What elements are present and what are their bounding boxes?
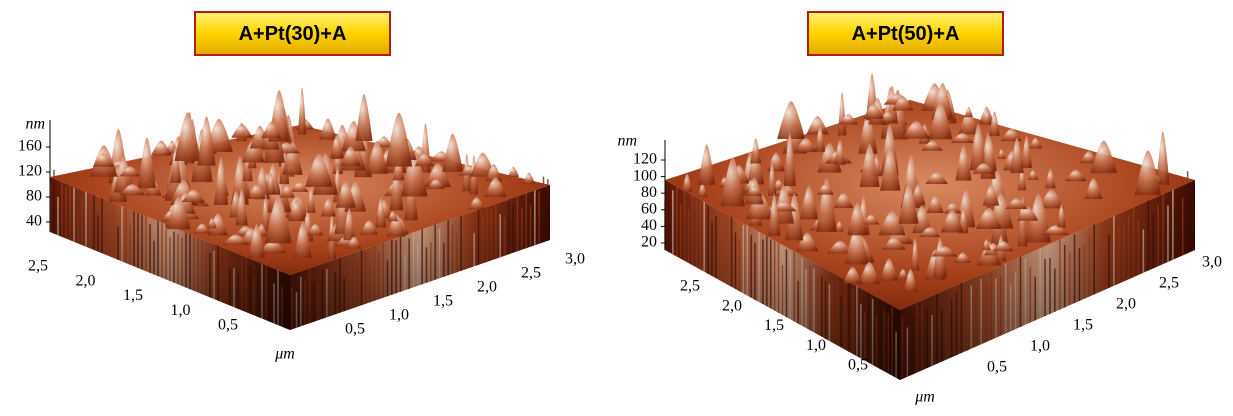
axis-tick-label: 0,5	[848, 357, 868, 374]
axis-tick-label: 3,0	[1202, 254, 1222, 271]
axis-tick-label: 0,5	[987, 359, 1007, 376]
surface-peak	[806, 116, 828, 134]
axis-tick-label: 1,0	[806, 337, 826, 354]
axis-tick-label: 1,5	[1073, 317, 1093, 334]
figure: A+Pt(30)+A nm 160 120 80 40 2,5 2,0 1,5 1,0 0,5 0,5…	[0, 0, 1233, 411]
axis-unit: μm	[274, 346, 295, 363]
z-tick-label: 120	[18, 163, 42, 180]
axis-tick-label: 2,0	[76, 272, 96, 289]
z-unit: nm	[617, 133, 637, 150]
z-tick-label: 60	[641, 200, 657, 217]
axis-tick-label: 2,5	[521, 265, 541, 282]
axis-tick-label: 0,5	[345, 321, 365, 338]
axis-tick-label: 2,0	[722, 297, 742, 314]
axis-tick-label: 1,5	[433, 293, 453, 310]
axis-tick-label: 1,5	[123, 287, 143, 304]
axis-tick-label: 1,5	[764, 317, 784, 334]
z-tick-label: 80	[26, 188, 42, 205]
panel-title: A+Pt(30)+A	[239, 23, 347, 45]
panel-title: A+Pt(50)+A	[852, 23, 960, 45]
surface-peak	[508, 167, 519, 177]
surface-peak	[356, 94, 373, 141]
z-unit: nm	[25, 116, 45, 133]
axis-tick-label: 1,0	[171, 302, 191, 319]
axis-tick-label: 2,5	[28, 258, 48, 275]
axis-tick-label: 2,5	[680, 278, 700, 295]
axis-tick-label: 2,5	[1159, 275, 1179, 292]
z-tick-label: 100	[633, 167, 657, 184]
axis-unit: μm	[914, 389, 935, 406]
panel: A+Pt(30)+A nm 160 120 80 40 2,5 2,0 1,5 1,0 0,5 0,5…	[18, 12, 585, 363]
axis-tick-label: 2,0	[1116, 296, 1136, 313]
z-tick-label: 20	[641, 234, 657, 251]
axis-tick-label: 1,0	[1030, 338, 1050, 355]
surface-peak	[523, 173, 535, 184]
surface-peak	[298, 88, 306, 135]
z-tick-label: 80	[641, 184, 657, 201]
z-tick-label: 40	[26, 213, 42, 230]
panel: A+Pt(50)+A nm12010080604020 2,5 2,0 1,5 1,0 0,…	[617, 12, 1222, 406]
z-tick-label: 120	[633, 151, 657, 168]
surface-peak	[965, 107, 973, 117]
surface-peak	[777, 101, 805, 139]
axis-tick-label: 2,0	[477, 279, 497, 296]
z-tick-label: 40	[641, 217, 657, 234]
axis-tick-label: 0,5	[218, 317, 238, 334]
axis-tick-label: 1,0	[389, 307, 409, 324]
axis-tick-label: 3,0	[565, 251, 585, 268]
z-tick-label: 160	[18, 138, 42, 155]
surface-peak	[319, 119, 336, 140]
surface-peak	[442, 134, 463, 172]
surface-peak	[838, 92, 846, 135]
surface-peak	[231, 124, 252, 138]
